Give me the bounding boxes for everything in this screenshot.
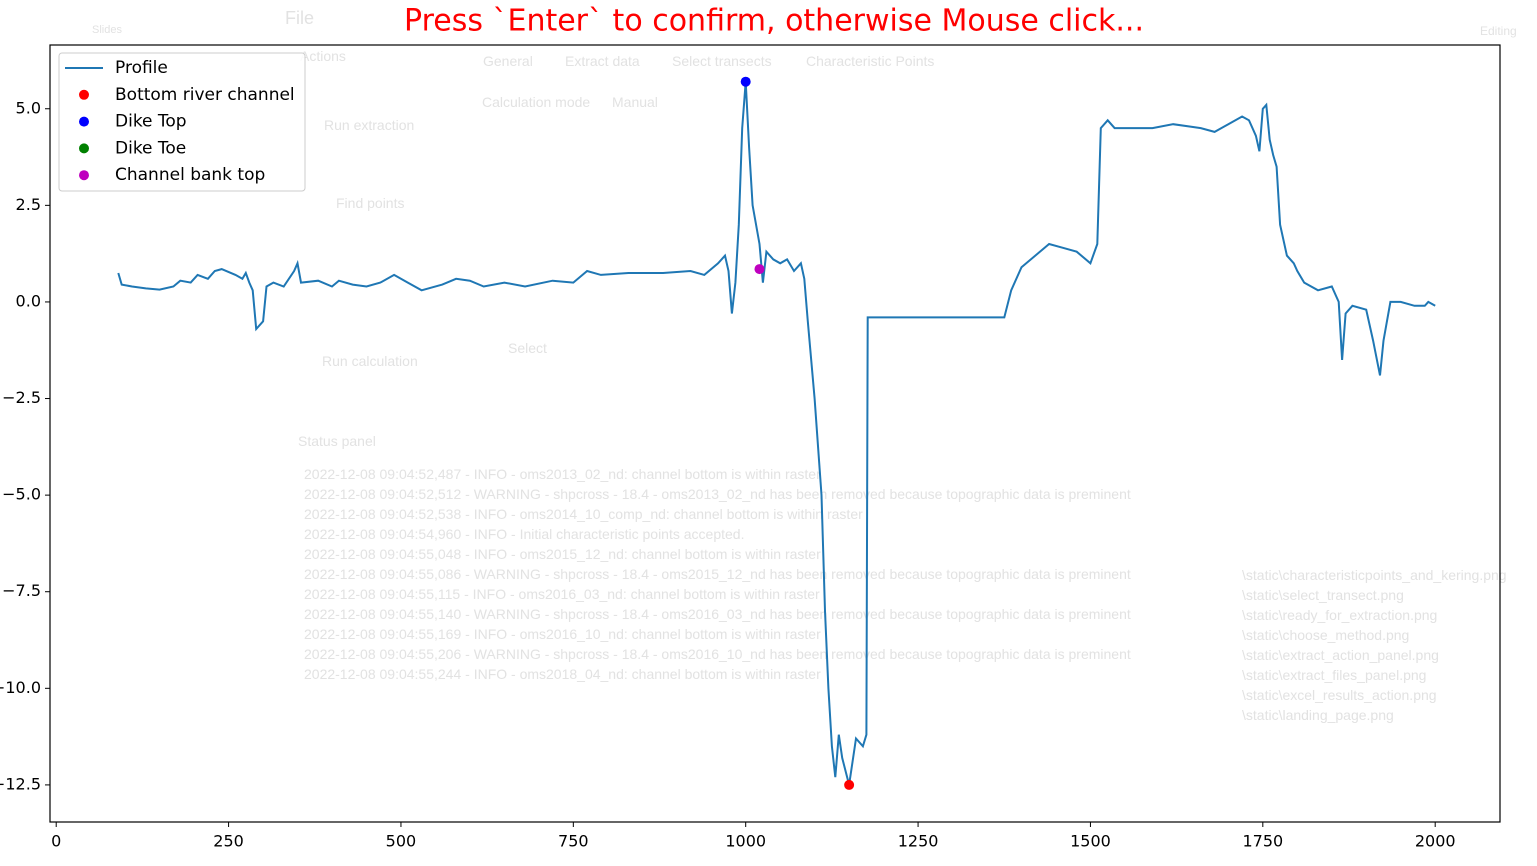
- x-tick-label: 750: [558, 832, 589, 851]
- label: Calculation mode: [482, 94, 591, 110]
- log-line: 2022-12-08 09:04:55,048 - INFO - oms2015…: [304, 546, 821, 562]
- legend-label: Dike Toe: [115, 138, 186, 158]
- legend-label: Bottom river channel: [115, 85, 295, 105]
- x-tick-label: 1250: [898, 832, 939, 851]
- legend-swatch: [79, 143, 89, 154]
- tab: Select transects: [672, 53, 772, 69]
- log-line: 2022-12-08 09:04:55,169 - INFO - oms2016…: [304, 626, 821, 642]
- chart-title: Press `Enter` to confirm, otherwise Mous…: [404, 4, 1144, 39]
- x-tick-label: 1000: [725, 832, 766, 851]
- plot-area: [49, 44, 1501, 823]
- log-line: 2022-12-08 09:04:52,538 - INFO - oms2014…: [304, 506, 863, 522]
- legend-box: [58, 52, 306, 192]
- tab: Extract data: [565, 53, 640, 69]
- file-path: \static\landing_page.png: [1242, 707, 1394, 723]
- x-tick-label: 2000: [1415, 832, 1456, 851]
- file-path: \static\choose_method.png: [1242, 627, 1410, 643]
- y-tick-label: 0.0: [16, 291, 41, 310]
- legend-swatch: [79, 116, 89, 127]
- log-line: 2022-12-08 09:04:55,206 - WARNING - shpc…: [304, 646, 1131, 662]
- y-tick-label: −10.0: [0, 678, 41, 697]
- log-line: 2022-12-08 09:04:52,487 - INFO - oms2013…: [304, 466, 821, 482]
- point: [844, 779, 855, 790]
- legend-swatch: [79, 89, 89, 100]
- tab: Characteristic Points: [806, 53, 935, 69]
- label: Editing: [1480, 24, 1517, 38]
- x-tick-label: 250: [213, 832, 244, 851]
- x-tick-label: 500: [386, 832, 417, 851]
- log-line: 2022-12-08 09:04:55,140 - WARNING - shpc…: [304, 606, 1131, 622]
- log-line: 2022-12-08 09:04:55,244 - INFO - oms2018…: [304, 666, 821, 682]
- file-path: \static\excel_results_action.png: [1242, 687, 1437, 703]
- y-tick-label: 5.0: [16, 98, 41, 117]
- y-tick-label: −12.5: [0, 774, 41, 793]
- legend-label: Dike Top: [115, 112, 187, 132]
- legend-label: Profile: [115, 58, 168, 78]
- y-tick-label: 2.5: [16, 195, 41, 214]
- legend-swatch: [79, 170, 89, 181]
- y-tick-label: −5.0: [2, 485, 41, 504]
- log-line: 2022-12-08 09:04:52,512 - WARNING - shpc…: [304, 486, 1131, 502]
- log-line: 2022-12-08 09:04:55,115 - INFO - oms2016…: [304, 586, 820, 602]
- log-line: 2022-12-08 09:04:55,086 - WARNING - shpc…: [304, 566, 1131, 582]
- y-tick-label: −7.5: [2, 581, 41, 600]
- button: Select: [508, 340, 547, 356]
- x-tick-label: 0: [51, 832, 61, 851]
- label: Actions: [300, 48, 346, 64]
- y-tick-label: −2.5: [2, 388, 41, 407]
- button: Find points: [336, 195, 405, 211]
- label: Status panel: [298, 433, 376, 449]
- file-path: \static\extract_files_panel.png: [1242, 667, 1427, 683]
- menu: File: [285, 8, 315, 28]
- x-tick-label: 1750: [1242, 832, 1283, 851]
- file-path: \static\characteristicpoints_and_kering.…: [1242, 567, 1507, 583]
- legend-label: Channel bank top: [115, 165, 265, 185]
- point: [754, 264, 765, 275]
- profile-line: [117, 81, 1436, 786]
- log-line: 2022-12-08 09:04:54,960 - INFO - Initial…: [304, 526, 745, 542]
- tab: General: [483, 53, 533, 69]
- file-path: \static\select_transect.png: [1242, 587, 1404, 603]
- legend: Profile Bottom river channel Dike Top Dike …: [58, 52, 306, 192]
- x-tick-label: 1500: [1070, 832, 1111, 851]
- button: Run calculation: [322, 353, 418, 369]
- dropdown: Manual: [612, 94, 658, 110]
- point: [740, 76, 751, 87]
- file-path: \static\extract_action_panel.png: [1242, 647, 1439, 663]
- button: Run extraction: [324, 117, 415, 133]
- label: Slides: [92, 24, 122, 36]
- file-path: \static\ready_for_extraction.png: [1242, 607, 1438, 623]
